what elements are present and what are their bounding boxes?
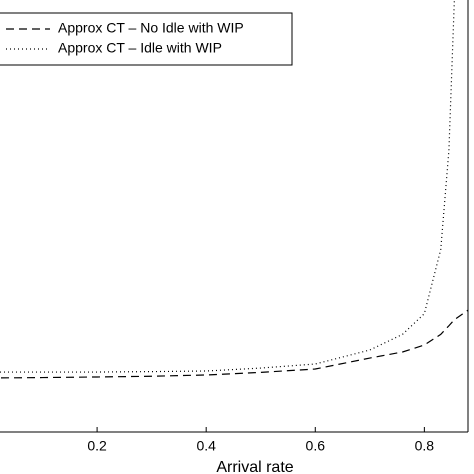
plot-area: [0, 0, 468, 379]
legend-label: Approx CT – No Idle with WIP: [58, 20, 244, 36]
x-tick-label: 0.6: [306, 438, 326, 454]
series-line: [0, 309, 468, 379]
legend: Approx CT – No Idle with WIP Approx CT – …: [0, 12, 293, 66]
x-tick-label: 0.2: [87, 438, 107, 454]
x-tick-label: 0.8: [415, 438, 435, 454]
x-tick-label: 0.4: [196, 438, 216, 454]
x-axis-label: Arrival rate: [216, 459, 293, 474]
legend-box: [0, 12, 293, 66]
legend-label: Approx CT – Idle with WIP: [58, 40, 222, 56]
series-line: [0, 0, 455, 373]
